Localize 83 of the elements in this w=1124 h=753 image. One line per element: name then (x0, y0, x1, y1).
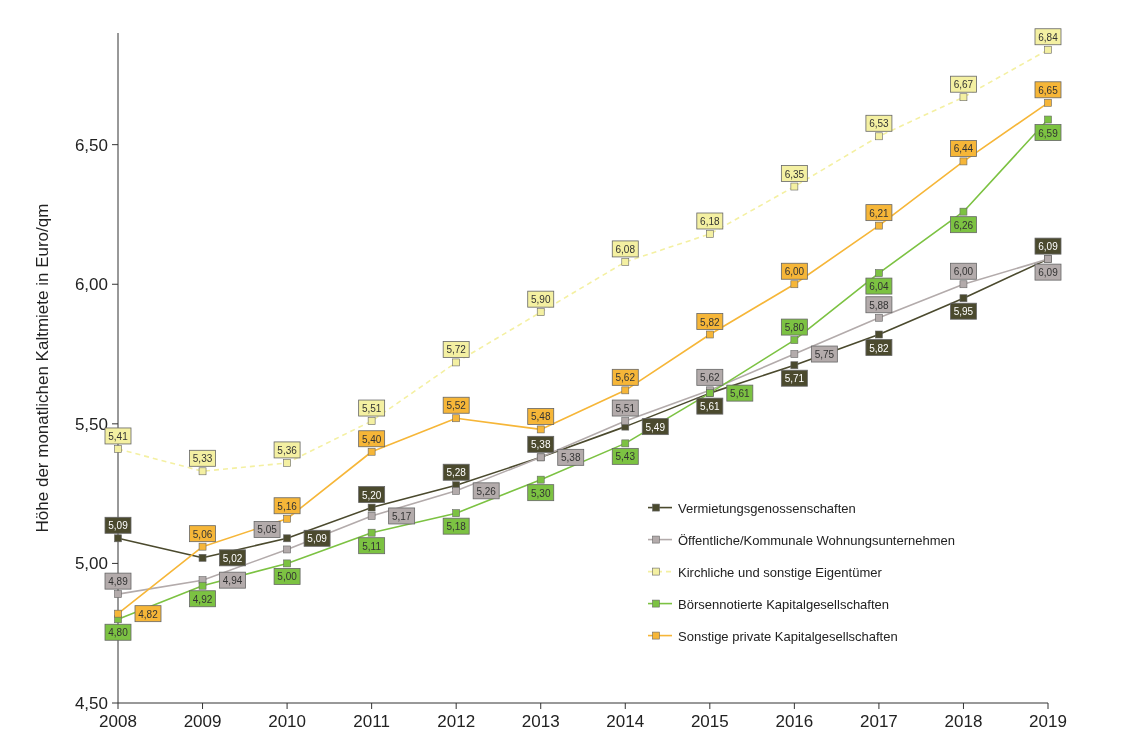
data-label: 5,00 (277, 571, 298, 583)
data-label: 5,95 (953, 306, 974, 318)
data-label: 5,33 (192, 453, 213, 465)
legend-label: Öffentliche/Kommunale Wohnungsunternehmen (678, 532, 956, 548)
data-label: 5,62 (615, 372, 636, 384)
data-label: 4,89 (108, 576, 129, 588)
y-tick-label: 5,50 (74, 414, 108, 434)
data-label: 6,67 (953, 79, 974, 91)
data-label: 5,61 (700, 401, 720, 413)
legend-label: Vermietungsgenossenschaften (678, 500, 856, 516)
data-label: 5,51 (361, 403, 382, 415)
data-label: 5,82 (700, 316, 720, 328)
data-label: 4,94 (222, 575, 243, 587)
x-tick-label: 2011 (353, 712, 390, 731)
data-label: 6,44 (953, 143, 974, 155)
data-label: 4,92 (192, 593, 213, 605)
data-label: 6,08 (615, 243, 636, 255)
data-label: 5,62 (700, 372, 720, 384)
x-tick-label: 2019 (1029, 712, 1067, 731)
data-label: 5,18 (446, 521, 467, 533)
data-label: 6,26 (953, 219, 974, 231)
data-label: 4,80 (108, 627, 129, 639)
x-tick-label: 2013 (521, 712, 560, 731)
data-label: 6,09 (1038, 267, 1059, 279)
data-label: 6,18 (700, 216, 720, 227)
data-label: 6,84 (1038, 31, 1059, 43)
data-label: 6,00 (953, 266, 974, 278)
x-tick-label: 2009 (183, 712, 222, 731)
y-axis-title: Höhe der monatlichen Kaltmiete in Euro/qm (33, 203, 52, 533)
data-label: 5,88 (869, 299, 890, 311)
data-label: 5,02 (222, 552, 243, 564)
data-label: 5,11 (362, 540, 382, 552)
data-label: 5,17 (391, 510, 412, 522)
x-tick-label: 2010 (268, 712, 306, 731)
data-label: 5,41 (108, 430, 129, 442)
x-tick-label: 2017 (860, 712, 898, 731)
data-label: 4,82 (138, 608, 159, 620)
data-label: 5,06 (192, 528, 213, 540)
data-label: 5,75 (814, 349, 835, 361)
data-label: 6,65 (1038, 84, 1059, 96)
data-label: 5,48 (530, 411, 551, 423)
data-label: 5,43 (615, 451, 636, 463)
data-label: 6,00 (784, 266, 805, 278)
data-label: 5,09 (307, 533, 328, 545)
data-label: 5,30 (530, 487, 551, 499)
data-label: 6,09 (1038, 241, 1059, 253)
x-tick-label: 2016 (775, 712, 814, 731)
data-label: 5,09 (108, 520, 129, 532)
data-label: 5,28 (446, 467, 467, 479)
data-label: 5,49 (645, 421, 666, 433)
data-label: 5,05 (257, 524, 278, 536)
legend-label: Börsennotierte Kapitalgesellschaften (678, 596, 890, 612)
x-tick-label: 2012 (437, 712, 476, 731)
data-label: 5,40 (361, 433, 382, 445)
data-label: 6,53 (869, 118, 890, 130)
data-label: 5,90 (530, 294, 551, 306)
data-label: 5,36 (277, 444, 298, 456)
y-tick-label: 6,50 (74, 135, 108, 155)
x-tick-label: 2008 (99, 712, 137, 731)
data-label: 5,38 (560, 452, 581, 464)
data-label: 5,26 (476, 485, 497, 497)
data-label: 5,71 (784, 373, 805, 385)
data-label: 6,59 (1038, 127, 1059, 139)
data-label: 5,38 (530, 439, 551, 451)
data-label: 5,72 (446, 344, 467, 356)
data-label: 6,35 (784, 168, 805, 180)
data-label: 5,16 (277, 500, 298, 512)
data-label: 5,51 (615, 403, 636, 415)
y-tick-label: 5,00 (74, 554, 108, 574)
x-tick-label: 2014 (606, 712, 645, 731)
data-label: 6,04 (869, 281, 890, 293)
data-label: 5,52 (446, 400, 467, 412)
x-tick-label: 2015 (690, 712, 729, 731)
data-label: 6,21 (869, 207, 890, 219)
y-tick-label: 6,00 (74, 275, 108, 295)
data-label: 5,61 (730, 388, 750, 400)
legend-label: Kirchliche und sonstige Eigentümer (678, 564, 883, 580)
x-tick-label: 2018 (944, 712, 983, 731)
data-label: 5,80 (784, 322, 805, 334)
legend-label: Sonstige private Kapitalgesellschaften (678, 628, 898, 644)
data-label: 5,82 (869, 342, 890, 354)
data-label: 5,20 (361, 489, 382, 501)
y-tick-label: 4,50 (74, 694, 108, 713)
